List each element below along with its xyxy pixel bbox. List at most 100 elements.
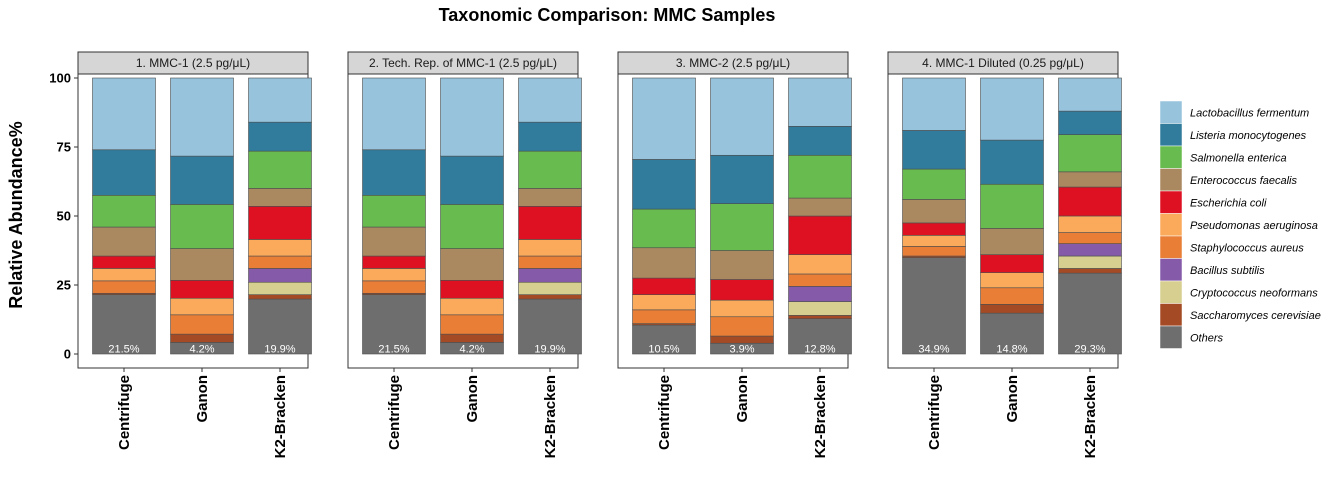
bar-segment (980, 304, 1044, 314)
others-percent-label: 4.2% (459, 344, 484, 356)
bar-segment (92, 149, 156, 196)
x-tick-label: Centrifuge (656, 375, 673, 450)
bar-segment (980, 272, 1044, 289)
bar-segment (710, 77, 774, 156)
bar-segment (248, 255, 312, 269)
bar-segment (710, 203, 774, 251)
bar-segment (248, 239, 312, 257)
others-percent-label: 34.9% (918, 344, 949, 356)
bar-segment (92, 77, 156, 151)
bar-segment (362, 255, 426, 269)
bar-segment (632, 208, 696, 249)
bar-segment (1058, 186, 1122, 217)
bar-segment (632, 277, 696, 295)
facet-panel: 3. MMC-2 (2.5 pg/μL) 10.5% Centrifuge 3.9% G… (617, 51, 852, 458)
x-tick-label: Ganon (464, 375, 481, 423)
facet-panel: 2. Tech. Rep. of MMC-1 (2.5 pg/μL) 21.5% C… (347, 51, 582, 458)
bar-segment (362, 77, 426, 151)
x-tick-label: Ganon (194, 375, 211, 423)
legend-key (1159, 280, 1183, 304)
bar-segment (518, 294, 582, 300)
bar-segment (440, 314, 504, 335)
bar-segment (1058, 134, 1122, 173)
bar-segment (92, 226, 156, 257)
legend-key (1159, 325, 1183, 349)
legend-label: Others (1190, 332, 1224, 344)
legend-label: Enterococcus faecalis (1190, 175, 1297, 187)
others-percent-label: 3.9% (729, 344, 754, 356)
y-tick-label: 50 (57, 209, 71, 224)
facet-strip-label: 1. MMC-1 (2.5 pg/μL) (136, 56, 250, 70)
bar-segment (248, 188, 312, 207)
legend-label: Pseudomonas aeruginosa (1190, 220, 1318, 232)
others-percent-label: 4.2% (189, 344, 214, 356)
bar-segment (710, 299, 774, 318)
bar-segment (788, 77, 852, 127)
bar-segment (980, 139, 1044, 185)
bar-segment (788, 301, 852, 316)
x-tick-label: K2-Bracken (812, 375, 829, 458)
bar-segment (518, 298, 582, 355)
bar-segment (980, 183, 1044, 229)
legend-key (1159, 235, 1183, 259)
y-tick-label: 0 (64, 347, 71, 362)
bar-segment (1058, 215, 1122, 233)
others-percent-label: 19.9% (534, 344, 565, 356)
bar-segment (440, 280, 504, 299)
bar-segment (518, 255, 582, 269)
bar-segment (362, 195, 426, 228)
legend-label: Salmonella enterica (1190, 152, 1287, 164)
legend-key (1159, 168, 1183, 192)
others-percent-label: 19.9% (264, 344, 295, 356)
bar-segment (518, 239, 582, 257)
bar-segment (170, 297, 234, 316)
facet-panels: 0 25 50 75 100 1. MMC-1 (2.5 pg/μL) 21.5% Centr… (49, 51, 1122, 458)
bar-segment (518, 188, 582, 207)
legend-key (1159, 123, 1183, 147)
bar-segment (170, 314, 234, 335)
bar-segment (92, 195, 156, 228)
bar-segment (1058, 268, 1122, 274)
legend-label: Lactobacillus fermentum (1190, 107, 1309, 119)
bar-segment (980, 228, 1044, 255)
bar-segment (788, 254, 852, 275)
bar-segment (440, 333, 504, 343)
y-axis-title: Relative Abundance% (6, 121, 26, 308)
bar-segment (632, 77, 696, 160)
bar-segment (440, 297, 504, 316)
others-percent-label: 29.3% (1074, 344, 1105, 356)
legend: Lactobacillus fermentum Listeria monocyto… (1159, 100, 1321, 349)
bar-segment (788, 315, 852, 319)
legend-label: Saccharomyces cerevisiae (1190, 310, 1321, 322)
bar-segment (248, 268, 312, 283)
bar-segment (788, 318, 852, 355)
x-tick-label: Centrifuge (926, 375, 943, 450)
bar-segment (518, 150, 582, 189)
bar-segment (92, 280, 156, 294)
bar-segment (518, 268, 582, 283)
bar-segment (788, 286, 852, 302)
bar-segment (518, 77, 582, 123)
bar-segment (980, 312, 1044, 355)
bar-segment (248, 298, 312, 355)
others-percent-label: 21.5% (108, 344, 139, 356)
bar-segment (248, 150, 312, 189)
bar-segment (1058, 272, 1122, 355)
bar-segment (440, 248, 504, 281)
bar-segment (980, 77, 1044, 141)
bar-segment (170, 77, 234, 157)
bar-segment (902, 222, 966, 236)
x-tick-label: Centrifuge (386, 375, 403, 450)
bar-segment (710, 250, 774, 280)
facet-strip-label: 3. MMC-2 (2.5 pg/μL) (676, 56, 790, 70)
x-tick-label: Ganon (734, 375, 751, 423)
legend-key (1159, 303, 1183, 327)
bar-segment (440, 204, 504, 249)
bar-segment (248, 294, 312, 300)
bar-segment (980, 287, 1044, 305)
bar-segment (1058, 171, 1122, 188)
bar-segment (170, 248, 234, 281)
bar-segment (632, 324, 696, 355)
others-percent-label: 21.5% (378, 344, 409, 356)
